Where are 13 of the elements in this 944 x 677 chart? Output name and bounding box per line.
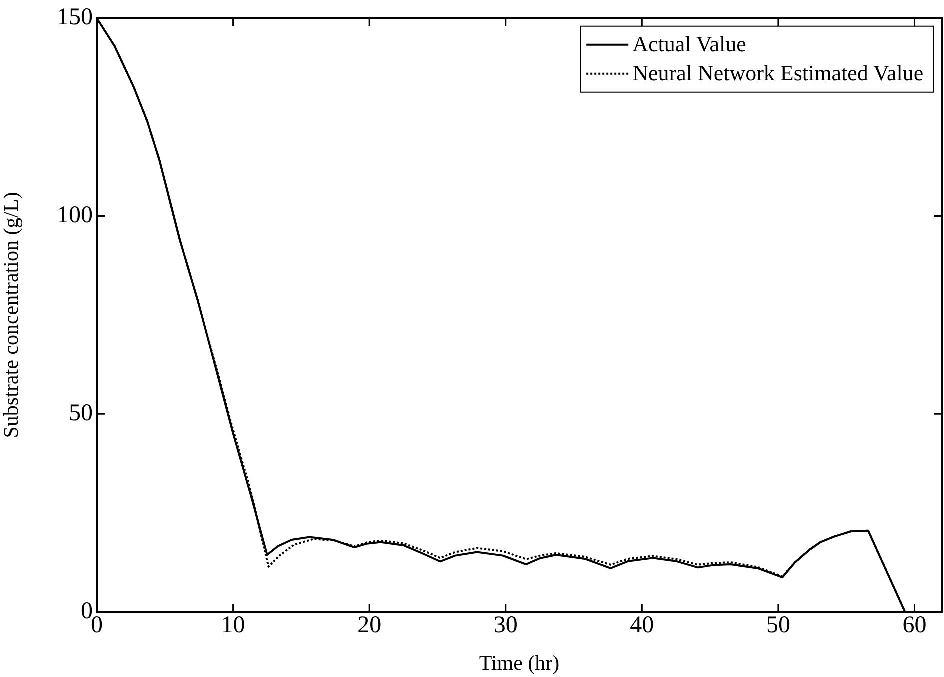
y-tick-label: 50 (69, 400, 93, 426)
x-tick-label: 10 (221, 612, 246, 639)
legend-label: Actual Value (632, 32, 746, 57)
x-tick-label: 40 (630, 612, 654, 639)
x-tick-label: 20 (358, 612, 382, 639)
legend-label: Neural Network Estimated Value (632, 60, 924, 86)
x-tick-label: 30 (494, 612, 518, 639)
y-tick-label: 100 (57, 202, 93, 229)
x-tick-label: 60 (902, 612, 927, 639)
x-axis-title: Time (hr) (479, 650, 560, 675)
y-tick-label: 150 (57, 4, 93, 31)
y-axis-title: Substrate concentration (g/L) (0, 192, 24, 438)
x-tick-label: 50 (766, 612, 790, 639)
